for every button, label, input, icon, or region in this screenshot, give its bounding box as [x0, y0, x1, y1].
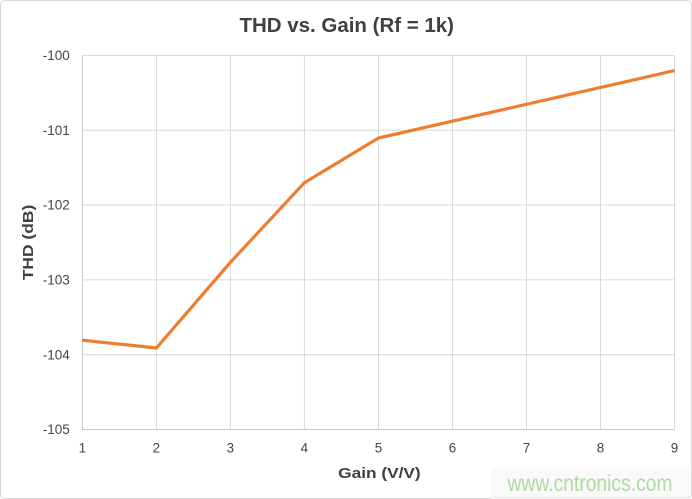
svg-text:-101: -101 [43, 123, 70, 138]
svg-text:1: 1 [79, 441, 86, 456]
svg-text:7: 7 [523, 441, 530, 456]
svg-text:THD vs. Gain (Rf = 1k): THD vs. Gain (Rf = 1k) [240, 15, 455, 37]
svg-text:8: 8 [597, 441, 604, 456]
svg-text:THD (dB): THD (dB) [20, 205, 37, 281]
svg-text:-104: -104 [43, 347, 71, 362]
svg-text:9: 9 [671, 441, 678, 456]
svg-text:2: 2 [153, 441, 160, 456]
svg-text:-102: -102 [43, 198, 70, 213]
svg-text:-100: -100 [43, 48, 70, 63]
svg-text:3: 3 [227, 441, 234, 456]
svg-text:4: 4 [301, 441, 309, 456]
svg-text:-105: -105 [43, 422, 70, 437]
svg-text:www.cntronics.com: www.cntronics.com [507, 470, 673, 496]
svg-text:6: 6 [449, 441, 456, 456]
svg-text:-103: -103 [43, 273, 70, 288]
svg-text:5: 5 [375, 441, 382, 456]
svg-text:Gain (V/V): Gain (V/V) [338, 465, 421, 482]
